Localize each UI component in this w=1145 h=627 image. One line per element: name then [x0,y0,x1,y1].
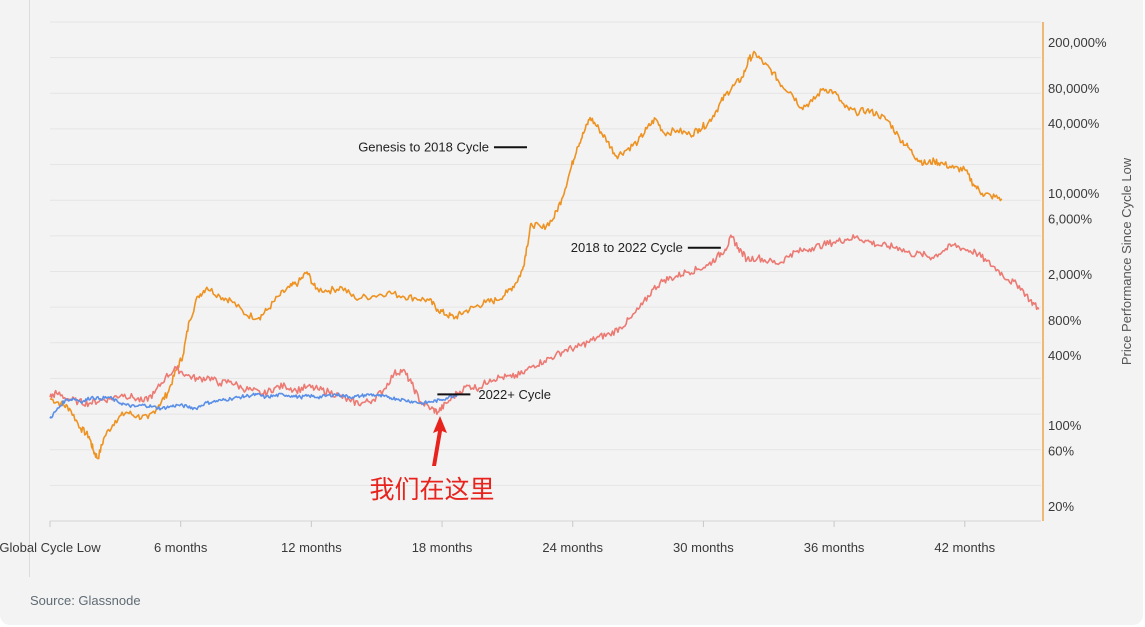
y-tick-label: 40,000% [1048,116,1100,131]
y-tick-label: 400% [1048,348,1082,363]
price-performance-chart: Global Cycle Low 6 months 12 months 18 mont… [0,21,1134,555]
x-tick-label: 42 months [934,540,995,555]
series-line [49,392,459,419]
x-tick-label: 18 months [412,540,473,555]
x-tick-label: 6 months [154,540,208,555]
source-note: Source: Glassnode [30,593,141,608]
x-tick-label: 12 months [281,540,342,555]
y-tick-label: 200,000% [1048,35,1107,50]
series-line [49,234,1040,416]
x-tick-label: Global Cycle Low [0,540,101,555]
y-tick-label: 10,000% [1048,186,1100,201]
annotation-text: 我们在这里 [369,476,494,504]
y-tick-label: 6,000% [1048,212,1093,227]
y-axis-label: Price Performance Since Cycle Low [1119,157,1134,365]
y-tick-label: 100% [1048,418,1082,433]
y-tick-label: 80,000% [1048,81,1100,96]
series-label: 2022+ Cycle [478,387,551,402]
y-tick-label: 60% [1048,444,1074,459]
x-tick-label: 30 months [673,540,734,555]
annotation-arrow [432,416,447,466]
y-tick-label: 20% [1048,499,1074,514]
x-tick-label: 24 months [542,540,603,555]
card-left-divider [29,0,30,577]
y-tick-label: 2,000% [1048,267,1093,282]
y-tick-label: 800% [1048,313,1082,328]
series-line [49,50,1003,460]
series-label: 2018 to 2022 Cycle [571,240,683,255]
series-label: Genesis to 2018 Cycle [358,140,489,155]
x-tick-label: 36 months [804,540,865,555]
